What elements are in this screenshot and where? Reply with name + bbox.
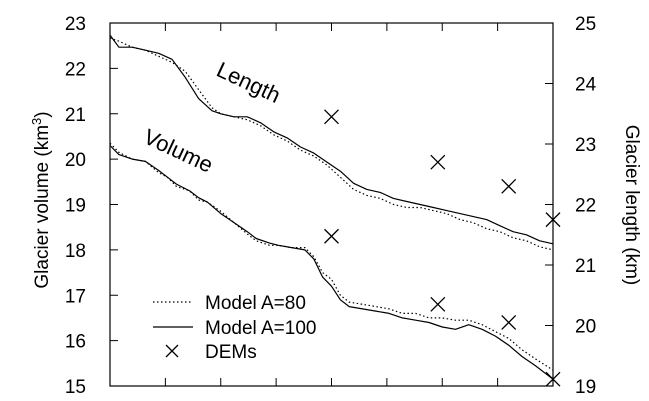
dem-marker-volume [324, 228, 339, 244]
left-tick-label: 22 [65, 59, 86, 80]
legend-label-model-a100: Model A=100 [205, 318, 316, 339]
left-tick-label: 17 [65, 286, 86, 307]
right-tick-label: 19 [575, 377, 596, 398]
right-tick-label: 23 [575, 135, 596, 156]
dem-marker-length [545, 212, 561, 228]
left-tick-label: 16 [65, 332, 86, 353]
series-line-volume-a100 [109, 145, 554, 380]
right-tick-label: 20 [575, 317, 596, 338]
legend-label-dems: DEMs [205, 342, 257, 363]
left-tick-label: 18 [65, 241, 86, 262]
length-annotation: Length [213, 57, 285, 108]
bottom-axis-ticks [109, 23, 554, 386]
series-group [109, 34, 554, 380]
right-tick-label: 24 [575, 75, 597, 96]
dem-markers [324, 109, 561, 387]
left-tick-label: 23 [65, 14, 86, 35]
left-axis-ticks: 15 16 17 18 19 20 21 22 23 [65, 14, 118, 398]
left-tick-label: 15 [65, 377, 86, 398]
right-tick-label: 25 [575, 14, 596, 35]
legend: Model A=80 Model A=100 DEMs [153, 293, 316, 363]
dem-marker-length [430, 154, 446, 170]
legend-label-model-a80: Model A=80 [205, 293, 306, 314]
series-line-length-a100 [109, 34, 554, 245]
series-line-length-a80 [109, 37, 554, 251]
left-axis-title: Glacier volume (km3) [29, 111, 53, 288]
dem-marker-volume [501, 315, 517, 330]
right-tick-label: 22 [575, 196, 596, 217]
dem-marker-volume [430, 296, 446, 312]
dem-marker-length [501, 178, 517, 194]
dem-marker-length [324, 109, 339, 125]
volume-annotation: Volume [140, 124, 217, 178]
left-tick-label: 19 [65, 196, 86, 217]
right-tick-label: 21 [575, 256, 596, 277]
right-axis-title: Glacier length (km) [621, 125, 642, 286]
series-line-volume-a80 [109, 142, 554, 371]
left-tick-label: 20 [65, 150, 86, 171]
right-axis-ticks: 19 20 21 22 23 24 25 [545, 14, 597, 398]
left-tick-label: 21 [65, 105, 86, 126]
legend-swatch-dem-marker [165, 344, 179, 358]
dem-marker-volume [545, 371, 561, 387]
